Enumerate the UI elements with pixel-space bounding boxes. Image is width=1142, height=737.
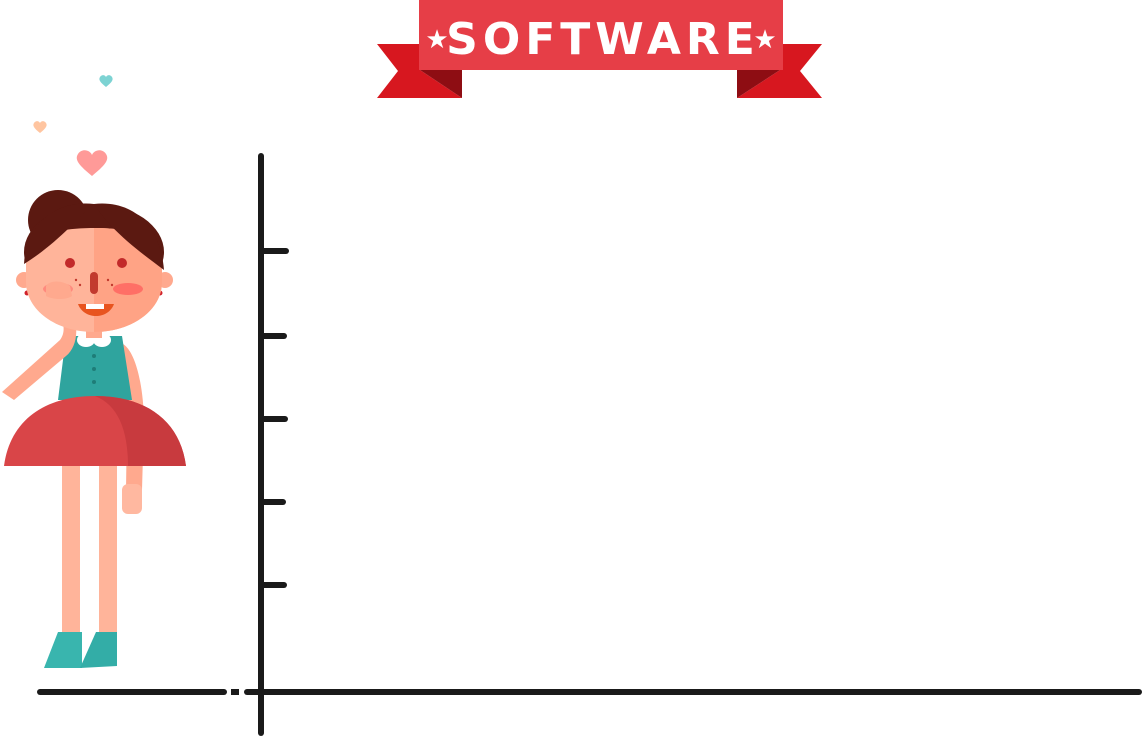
heart-icon	[76, 150, 108, 176]
banner-right-tail	[737, 44, 822, 98]
hair-bangs	[94, 203, 164, 270]
right-leg	[99, 460, 117, 638]
heart-icon	[99, 75, 113, 87]
left-eye	[65, 258, 75, 268]
teeth	[86, 304, 104, 309]
left-shoe	[44, 632, 82, 668]
banner-title: SOFTWARE	[446, 14, 760, 65]
banner: ★ ★ SOFTWARE	[377, 0, 822, 98]
freckle	[78, 283, 82, 287]
right-cheek	[113, 283, 143, 295]
right-shoe	[80, 632, 117, 668]
button-dot	[92, 380, 96, 384]
hanging-hand	[122, 484, 142, 514]
right-eye	[117, 258, 127, 268]
freckle	[110, 283, 114, 287]
button-dot	[92, 367, 96, 371]
skirt-shade	[95, 396, 186, 466]
left-leg	[62, 460, 80, 638]
banner-left-tail	[377, 44, 462, 98]
hand-at-face	[46, 281, 72, 299]
banner-ribbon	[419, 0, 783, 70]
hearts	[33, 75, 113, 176]
nose	[90, 272, 98, 294]
freckle	[106, 278, 110, 282]
raised-arm	[2, 288, 77, 400]
girl-illustration	[2, 190, 186, 668]
chart-axes	[37, 153, 1142, 736]
button-dot	[92, 354, 96, 358]
star-icon: ★	[753, 25, 776, 55]
banner-right-fold	[737, 70, 780, 98]
heart-icon	[33, 121, 47, 133]
star-icon: ★	[425, 25, 448, 55]
banner-left-fold	[420, 70, 462, 98]
freckle	[74, 278, 78, 282]
hair-bangs	[24, 203, 94, 264]
